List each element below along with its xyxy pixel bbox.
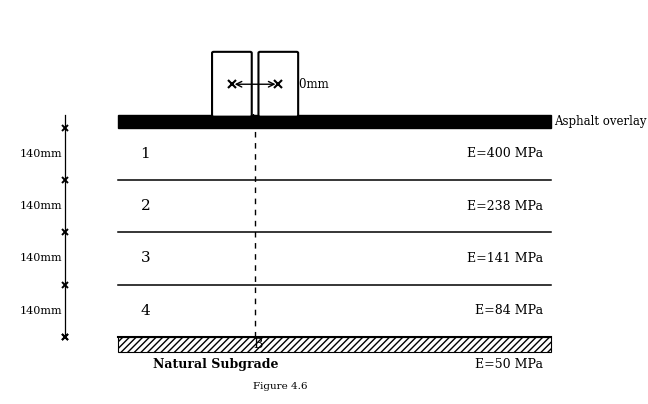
Bar xyxy=(118,116,551,128)
Text: 3: 3 xyxy=(141,251,150,265)
Text: 2: 2 xyxy=(141,199,150,213)
FancyBboxPatch shape xyxy=(259,52,298,117)
Text: E=50 MPa: E=50 MPa xyxy=(475,358,543,371)
Text: E=238 MPa: E=238 MPa xyxy=(467,200,543,213)
Text: 140mm: 140mm xyxy=(19,149,62,159)
Text: E=84 MPa: E=84 MPa xyxy=(475,304,543,317)
Text: Figure 4.6: Figure 4.6 xyxy=(253,382,308,391)
Text: 4: 4 xyxy=(141,304,150,318)
Text: Asphalt overlay: Asphalt overlay xyxy=(554,115,647,128)
Text: 140mm: 140mm xyxy=(19,306,62,316)
Text: A: A xyxy=(248,114,257,127)
Text: 140mm: 140mm xyxy=(19,253,62,263)
FancyBboxPatch shape xyxy=(212,52,251,117)
Text: B: B xyxy=(253,338,262,351)
Text: 330mm: 330mm xyxy=(284,78,329,91)
Text: Natural Subgrade: Natural Subgrade xyxy=(153,358,279,371)
Text: E=141 MPa: E=141 MPa xyxy=(467,252,543,265)
Text: 1: 1 xyxy=(141,147,150,161)
Text: E=400 MPa: E=400 MPa xyxy=(467,147,543,160)
Bar xyxy=(118,337,551,352)
Text: 140mm: 140mm xyxy=(19,201,62,211)
